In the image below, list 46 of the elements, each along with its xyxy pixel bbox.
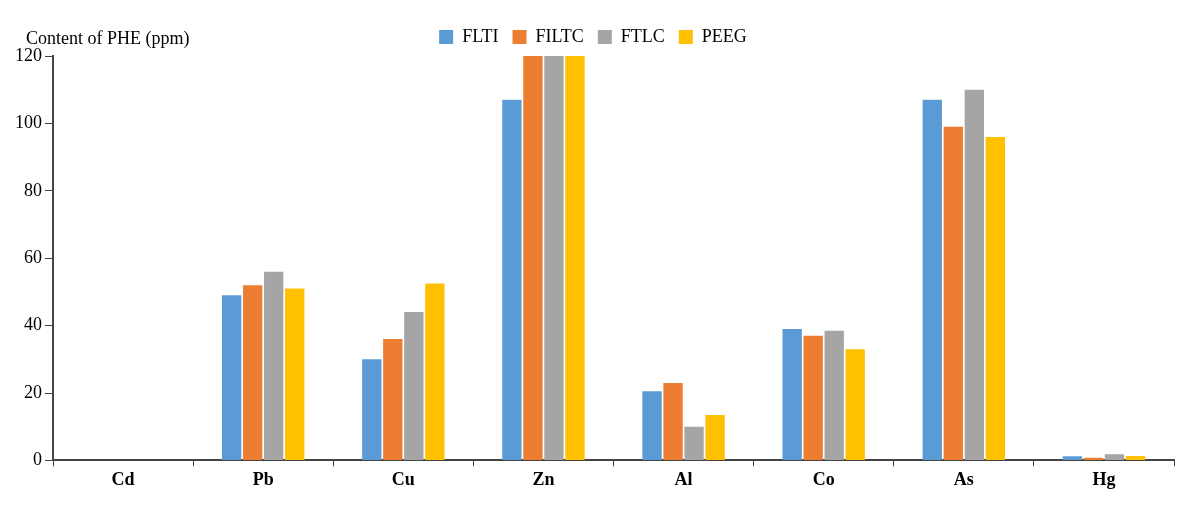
legend-label: FLTI xyxy=(462,25,499,46)
bar xyxy=(1104,454,1125,460)
bar xyxy=(1062,456,1083,460)
x-tick-label: Hg xyxy=(1092,468,1116,489)
bar xyxy=(922,99,942,460)
legend-label: PEEG xyxy=(701,25,747,46)
bar xyxy=(684,426,704,460)
bar xyxy=(803,335,823,460)
bar xyxy=(285,288,305,460)
bar xyxy=(824,330,844,460)
bar xyxy=(502,99,522,460)
bar xyxy=(663,382,683,460)
bar xyxy=(782,328,802,460)
bar xyxy=(845,349,865,460)
bar xyxy=(264,271,284,460)
bar xyxy=(243,285,263,460)
bar xyxy=(705,414,725,460)
x-tick-label: Cu xyxy=(391,468,415,489)
y-tick-label: 40 xyxy=(24,314,42,335)
bar xyxy=(362,359,382,460)
bar xyxy=(1083,457,1104,460)
bar xyxy=(1125,456,1146,460)
bar xyxy=(221,295,242,460)
x-tick-label: Pb xyxy=(252,468,274,489)
bar xyxy=(523,56,543,460)
x-tick-label: Co xyxy=(812,468,835,489)
legend-label: FILTC xyxy=(535,25,584,46)
bar xyxy=(565,56,585,460)
x-tick-label: As xyxy=(953,468,974,489)
bar xyxy=(964,89,984,460)
y-tick-label: 60 xyxy=(24,246,42,267)
y-tick-label: 80 xyxy=(24,179,42,200)
bar xyxy=(425,283,445,460)
bar xyxy=(383,339,403,460)
bar xyxy=(943,126,963,460)
x-tick-label: Zn xyxy=(532,468,555,489)
y-tick-label: 20 xyxy=(24,381,42,402)
y-tick-label: 0 xyxy=(33,449,42,470)
y-tick-label: 100 xyxy=(15,112,42,133)
bar xyxy=(404,312,424,460)
bar xyxy=(544,56,564,460)
x-tick-label: Al xyxy=(674,468,693,489)
legend-label: FTLC xyxy=(620,25,665,46)
bar xyxy=(985,136,1006,460)
bar xyxy=(642,391,662,460)
x-tick-label: Cd xyxy=(111,468,135,489)
